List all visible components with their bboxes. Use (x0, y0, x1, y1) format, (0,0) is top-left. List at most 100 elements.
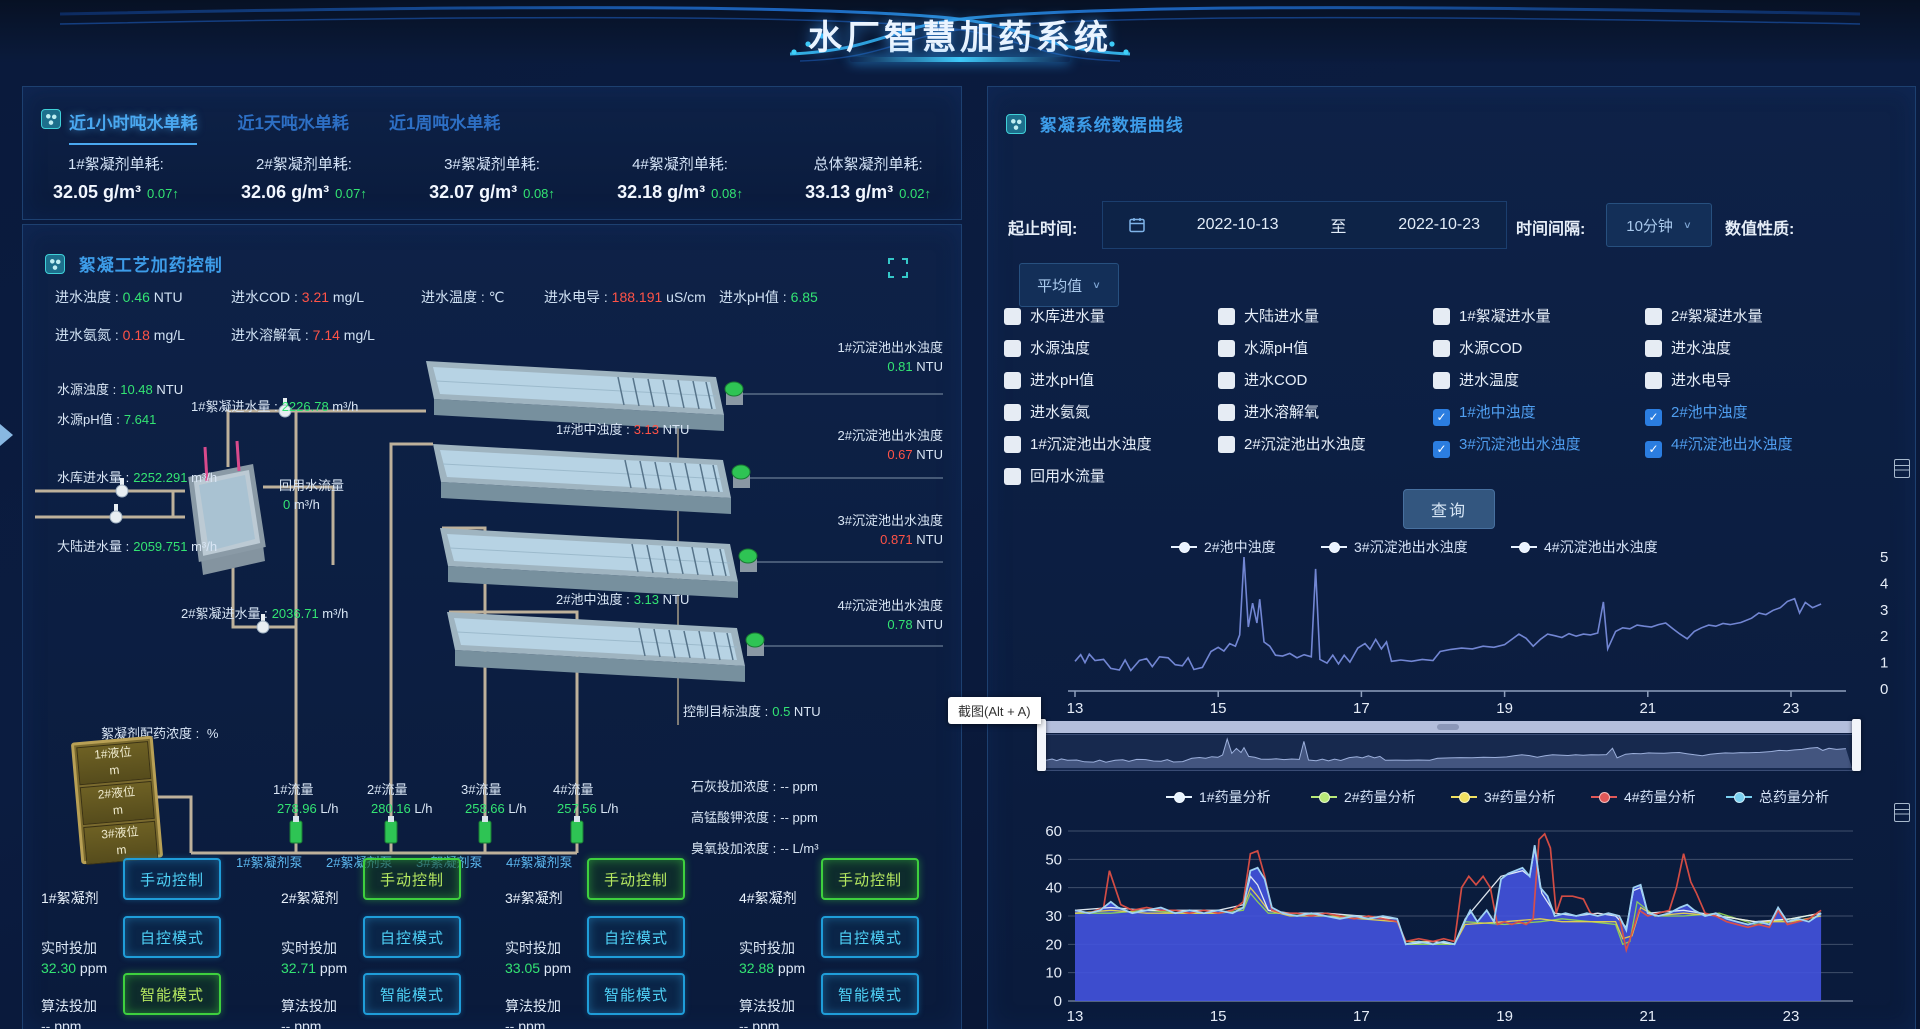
fullscreen-expand-icon[interactable] (887, 257, 909, 279)
legend-item-2#药量分析[interactable]: 2#药量分析 (1311, 787, 1416, 807)
algo-dose-value: -- ppm (739, 1018, 780, 1029)
start-date[interactable]: 2022-10-13 (1196, 216, 1279, 233)
checkbox-1#沉淀池出水浊度[interactable]: 1#沉淀池出水浊度 (1004, 433, 1152, 453)
query-button[interactable]: 查询 (1403, 489, 1495, 529)
realtime-dose-value: 32.71 ppm (281, 960, 348, 976)
svg-text:20: 20 (1045, 936, 1062, 953)
stat-4: 4#絮凝剂单耗: 32.18 g/m³ 0.08↑ (617, 153, 743, 203)
checkbox-水源pH值[interactable]: 水源pH值 (1218, 337, 1308, 357)
interval-select[interactable]: 10分钟 ∨ (1606, 203, 1712, 247)
mode-button-4#絮凝剂-手动控制[interactable]: 手动控制 (821, 858, 919, 900)
stat-value: 33.13 g/m³ 0.02↑ (805, 182, 931, 202)
mode-button-1#絮凝剂-手动控制[interactable]: 手动控制 (123, 858, 221, 900)
panel-collapse-arrow-icon[interactable] (0, 424, 13, 446)
diagram-label-1#流量: 1#流量 278.96 L/h (273, 782, 339, 816)
inflow-readings-row2: 进水氨氮 : 0.18 mg/L 进水溶解氧 : 7.14 mg/L (23, 325, 961, 345)
mode-button-3#絮凝剂-手动控制[interactable]: 手动控制 (587, 858, 685, 900)
svg-text:1: 1 (1880, 655, 1888, 672)
checkbox-2#池中浊度[interactable]: ✓ 2#池中浊度 (1645, 401, 1748, 426)
checkbox-进水电导[interactable]: 进水电导 (1645, 369, 1731, 389)
checkbox-回用水流量[interactable]: 回用水流量 (1004, 465, 1105, 485)
checkbox-进水温度[interactable]: 进水温度 (1433, 369, 1519, 389)
svg-text:3: 3 (1880, 602, 1888, 619)
legend-item-3#药量分析[interactable]: 3#药量分析 (1451, 787, 1556, 807)
checkbox-box (1645, 372, 1662, 389)
algo-dose-label: 算法投加 (281, 998, 337, 1014)
legend-item-总药量分析[interactable]: 总药量分析 (1726, 787, 1829, 807)
diagram-label-4#流量: 4#流量 257.56 L/h (553, 782, 619, 816)
checkbox-box (1004, 340, 1021, 357)
slider-handle-right[interactable] (1852, 719, 1861, 771)
unit-consumption-panel: 近1小时吨水单耗 近1天吨水单耗 近1周吨水单耗 1#絮凝剂单耗: 32.05 g/m… (22, 86, 962, 220)
dosing-column-3: 3#絮凝剂 实时投加 33.05 ppm 算法投加 -- ppm 手动控制 自控模式 智能模式 (505, 858, 735, 1029)
mode-button-2#絮凝剂-手动控制[interactable]: 手动控制 (363, 858, 461, 900)
checkbox-进水COD[interactable]: 进水COD (1218, 369, 1307, 389)
mode-button-2#絮凝剂-智能模式[interactable]: 智能模式 (363, 973, 461, 1015)
tab-consumption-1[interactable]: 近1小时吨水单耗 (69, 109, 198, 145)
checkbox-进水pH值[interactable]: 进水pH值 (1004, 369, 1094, 389)
date-range-input[interactable]: 2022-10-13 至 2022-10-23 (1102, 201, 1507, 249)
checkbox-2#沉淀池出水浊度[interactable]: 2#沉淀池出水浊度 (1218, 433, 1366, 453)
inflow-readings-row1: 进水浊度 : 0.46 NTU 进水COD : 3.21 mg/L 进水温度 : ℃… (23, 287, 961, 307)
algo-dose-value: -- ppm (505, 1018, 546, 1029)
legend-item-3#沉淀池出水浊度[interactable]: 3#沉淀池出水浊度 (1321, 537, 1468, 557)
legend-item-4#药量分析[interactable]: 4#药量分析 (1591, 787, 1696, 807)
panel-icon (41, 109, 61, 129)
mode-button-2#絮凝剂-自控模式[interactable]: 自控模式 (363, 916, 461, 958)
legend-marker (1511, 542, 1537, 553)
date-range-label: 起止时间: (1008, 221, 1078, 238)
title-glow-bar (850, 57, 1070, 62)
tab-consumption-2[interactable]: 近1天吨水单耗 (237, 114, 349, 133)
svg-text:2: 2 (1880, 628, 1888, 645)
checkbox-box (1433, 308, 1450, 325)
checkbox-水源浊度[interactable]: 水源浊度 (1004, 337, 1090, 357)
chart-range-slider[interactable] (1037, 719, 1861, 771)
checkbox-进水溶解氧[interactable]: 进水溶解氧 (1218, 401, 1319, 421)
export-document-icon[interactable] (1894, 803, 1910, 822)
legend-item-1#药量分析[interactable]: 1#药量分析 (1166, 787, 1271, 807)
checkbox-1#池中浊度[interactable]: ✓ 1#池中浊度 (1433, 401, 1536, 426)
checkbox-1#絮凝进水量[interactable]: 1#絮凝进水量 (1433, 305, 1551, 325)
mode-button-3#絮凝剂-自控模式[interactable]: 自控模式 (587, 916, 685, 958)
diagram-label-2#沉淀池出水浊度: 2#沉淀池出水浊度 0.67 NTU (837, 428, 943, 462)
tab-consumption-3[interactable]: 近1周吨水单耗 (388, 114, 501, 133)
slider-handle-left[interactable] (1037, 719, 1046, 771)
algo-dose-value: -- ppm (281, 1018, 322, 1029)
checkbox-大陆进水量[interactable]: 大陆进水量 (1218, 305, 1319, 325)
mode-button-4#絮凝剂-自控模式[interactable]: 自控模式 (821, 916, 919, 958)
diagram-label-2#流量: 2#流量 280.16 L/h (367, 782, 433, 816)
diagram-label-水库进水量: 水库进水量 :2252.291 m³/h (57, 470, 218, 485)
stat-label: 总体絮凝剂单耗: (813, 156, 923, 173)
checkbox-2#絮凝进水量[interactable]: 2#絮凝进水量 (1645, 305, 1763, 325)
export-document-icon[interactable] (1894, 459, 1910, 478)
checkbox-水库进水量[interactable]: 水库进水量 (1004, 305, 1105, 325)
reading-进水pH值: 进水pH值 : 6.85 (719, 289, 818, 305)
slider-scrollbar[interactable] (1041, 721, 1857, 733)
mode-button-1#絮凝剂-智能模式[interactable]: 智能模式 (123, 973, 221, 1015)
svg-text:60: 60 (1045, 823, 1062, 840)
checkbox-4#沉淀池出水浊度[interactable]: ✓ 4#沉淀池出水浊度 (1645, 433, 1793, 458)
checkbox-水源COD[interactable]: 水源COD (1433, 337, 1522, 357)
value-nature-select[interactable]: 平均值 ∨ (1019, 263, 1119, 307)
realtime-dose-label: 实时投加 (739, 940, 795, 956)
mode-button-1#絮凝剂-自控模式[interactable]: 自控模式 (123, 916, 221, 958)
stat-label: 1#絮凝剂单耗: (68, 156, 164, 173)
end-date[interactable]: 2022-10-23 (1398, 216, 1481, 233)
svg-text:17: 17 (1353, 1008, 1370, 1025)
mode-button-4#絮凝剂-智能模式[interactable]: 智能模式 (821, 973, 919, 1015)
diagram-label-臭氧投加浓度: 臭氧投加浓度 : -- L/m³ (691, 841, 819, 856)
chem-level-cell-2: 2#液位 m (79, 780, 155, 826)
stat-2: 2#絮凝剂单耗: 32.06 g/m³ 0.07↑ (241, 153, 367, 203)
svg-text:5: 5 (1880, 549, 1888, 566)
svg-text:15: 15 (1210, 1008, 1227, 1025)
realtime-dose-value: 33.05 ppm (505, 960, 572, 976)
legend-item-2#池中浊度[interactable]: 2#池中浊度 (1171, 537, 1276, 557)
legend-item-4#沉淀池出水浊度[interactable]: 4#沉淀池出水浊度 (1511, 537, 1658, 557)
checkbox-3#沉淀池出水浊度[interactable]: ✓ 3#沉淀池出水浊度 (1433, 433, 1581, 458)
diagram-label-3#流量: 3#流量 258.66 L/h (461, 782, 527, 816)
legend-marker (1451, 792, 1477, 803)
checkbox-进水浊度[interactable]: 进水浊度 (1645, 337, 1731, 357)
checkbox-进水氨氮[interactable]: 进水氨氮 (1004, 401, 1090, 421)
mode-button-3#絮凝剂-智能模式[interactable]: 智能模式 (587, 973, 685, 1015)
